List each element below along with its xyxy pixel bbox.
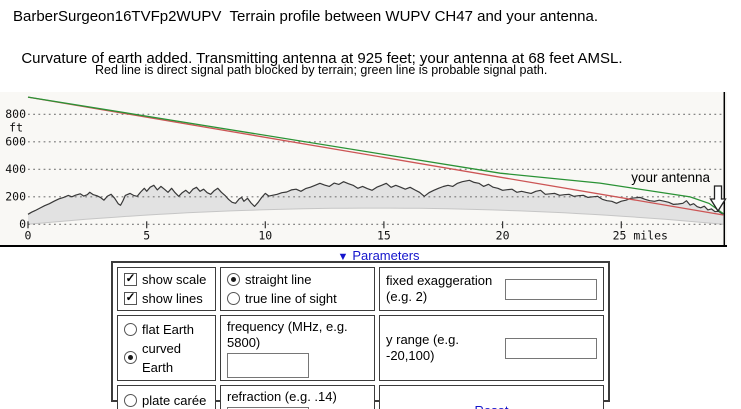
- y-range-cell: y range (e.g. -20,100): [379, 315, 604, 381]
- svg-text:15: 15: [377, 229, 391, 243]
- curved-earth-label: curved Earth: [142, 340, 182, 375]
- axis-ticks: [27, 221, 622, 229]
- show-scale-option[interactable]: ✓ show scale: [124, 270, 209, 289]
- your-antenna-label: your antenna: [631, 170, 710, 185]
- terrain-outline: [27, 179, 724, 215]
- svg-text:20: 20: [496, 229, 510, 243]
- legend-note: Red line is direct signal path blocked b…: [95, 63, 548, 77]
- straight-line-radio[interactable]: [227, 273, 240, 286]
- scale-lines-cell: ✓ show scale ✓ show lines: [117, 267, 216, 311]
- frequency-cell: frequency (MHz, e.g. 5800): [220, 315, 375, 381]
- svg-text:600: 600: [5, 134, 26, 148]
- straight-line-label: straight line: [245, 272, 312, 287]
- flat-earth-option[interactable]: flat Earth: [124, 320, 209, 339]
- radio-dot-icon: [231, 277, 236, 282]
- frequency-input[interactable]: [227, 353, 309, 378]
- curved-earth-option[interactable]: curved Earth: [124, 339, 209, 377]
- projection-cell: plate carée great circle: [117, 385, 216, 409]
- line-mode-cell: straight line true line of sight: [220, 267, 375, 311]
- red-direct-path-line: [27, 96, 724, 216]
- fixed-exaggeration-label: fixed exaggeration (e.g. 2): [386, 273, 493, 304]
- curved-earth-radio[interactable]: [124, 351, 137, 364]
- fixed-exaggeration-input[interactable]: [505, 278, 597, 300]
- check-icon: ✓: [125, 271, 136, 285]
- parameters-form: ✓ show scale ✓ show lines straight line …: [111, 261, 610, 409]
- parameters-toggle[interactable]: ▼ Parameters: [8, 248, 741, 263]
- svg-text:800: 800: [5, 107, 26, 121]
- true-line-of-sight-option[interactable]: true line of sight: [227, 289, 368, 308]
- y-range-label: y range (e.g. -20,100): [386, 332, 459, 363]
- svg-text:0: 0: [25, 229, 32, 243]
- terrain-profile-chart: 0 200 400 600 800 ft 0 5 10 15 20 25 miles your ant…: [0, 92, 727, 247]
- title-line-1: BarberSurgeon16TVFp2WUPV Terrain profile…: [13, 8, 599, 25]
- show-lines-label: show lines: [142, 291, 203, 306]
- chevron-down-icon: ▼: [337, 251, 349, 263]
- refraction-label: refraction (e.g. .14): [227, 389, 337, 404]
- radio-dot-icon: [128, 355, 133, 360]
- show-lines-option[interactable]: ✓ show lines: [124, 289, 209, 308]
- reset-cell: Reset: [379, 385, 604, 409]
- plate-caree-option[interactable]: plate carée: [124, 391, 209, 409]
- earth-model-cell: flat Earth curved Earth: [117, 315, 216, 381]
- true-line-of-sight-radio[interactable]: [227, 292, 240, 305]
- show-lines-checkbox[interactable]: ✓: [124, 290, 137, 305]
- check-icon: ✓: [125, 290, 136, 304]
- show-scale-checkbox[interactable]: ✓: [124, 271, 137, 286]
- green-probable-path-line: [27, 96, 724, 215]
- refraction-cell: refraction (e.g. .14): [220, 385, 375, 409]
- parameters-link[interactable]: Parameters: [352, 248, 420, 263]
- true-line-of-sight-label: true line of sight: [245, 291, 337, 306]
- page-title: BarberSurgeon16TVFp2WUPV Terrain profile…: [13, 6, 623, 69]
- svg-text:ft: ft: [9, 121, 23, 135]
- antenna-arrow-icon: [709, 185, 727, 213]
- svg-text:25 miles: 25 miles: [613, 229, 668, 243]
- plate-caree-label: plate carée: [142, 393, 207, 408]
- y-range-input[interactable]: [505, 337, 597, 359]
- svg-text:400: 400: [5, 162, 26, 176]
- refraction-input[interactable]: [227, 407, 309, 409]
- title-line-2: Curvature of earth added. Transmitting a…: [21, 50, 623, 67]
- fixed-exaggeration-cell: fixed exaggeration (e.g. 2): [379, 267, 604, 311]
- svg-text:0: 0: [19, 217, 26, 231]
- svg-text:10: 10: [258, 229, 272, 243]
- svg-text:200: 200: [5, 189, 26, 203]
- terrain-area: [27, 180, 724, 225]
- gridlines: [28, 113, 724, 225]
- flat-earth-radio[interactable]: [124, 322, 137, 336]
- reset-button[interactable]: Reset: [475, 403, 509, 409]
- straight-line-option[interactable]: straight line: [227, 270, 368, 289]
- show-scale-label: show scale: [142, 272, 207, 287]
- frequency-label: frequency (MHz, e.g. 5800): [227, 319, 348, 350]
- flat-earth-label: flat Earth: [142, 321, 195, 337]
- plate-caree-radio[interactable]: [124, 394, 137, 407]
- svg-text:5: 5: [143, 229, 150, 243]
